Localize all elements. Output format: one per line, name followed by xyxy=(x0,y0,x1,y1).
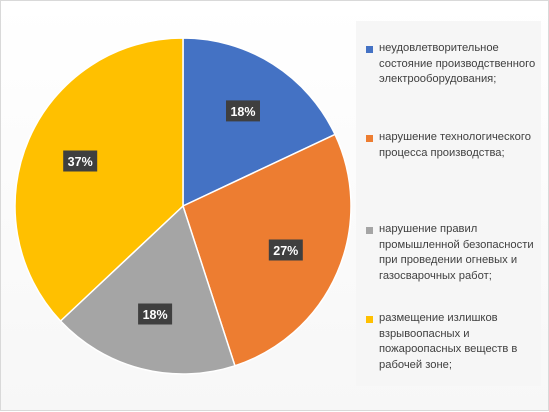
legend-swatch xyxy=(366,227,373,234)
data-label-background xyxy=(226,100,260,122)
slice-storage xyxy=(14,37,184,323)
slice-electrical xyxy=(182,37,337,208)
data-label-background xyxy=(138,303,173,325)
slice-process xyxy=(182,133,352,367)
data-label: 18% xyxy=(138,303,173,325)
legend-swatch xyxy=(366,316,373,323)
legend-label: размещение излишков взрывоопасных и пожа… xyxy=(379,312,518,371)
legend: неудовлетворительное состояние производс… xyxy=(356,21,541,386)
legend-label: неудовлетворительное состояние производс… xyxy=(379,42,536,85)
data-label-background xyxy=(268,239,303,261)
data-label-background xyxy=(63,150,98,172)
slice-safety xyxy=(59,204,236,375)
data-labels: 18% 27% 18% 37% xyxy=(63,100,303,325)
data-label: 37% xyxy=(63,150,98,172)
data-label-text: 18% xyxy=(143,308,168,322)
data-label-text: 18% xyxy=(230,105,255,119)
data-label-text: 27% xyxy=(273,244,298,258)
legend-label: нарушение правил промышленной безопаснос… xyxy=(379,223,534,282)
data-label: 18% xyxy=(226,100,260,122)
pie-slices xyxy=(14,37,352,375)
legend-label: нарушение технологического процесса прои… xyxy=(379,131,531,159)
data-label-text: 37% xyxy=(68,155,93,169)
data-label: 27% xyxy=(268,239,303,261)
legend-swatch xyxy=(366,46,373,53)
legend-swatch xyxy=(366,135,373,142)
